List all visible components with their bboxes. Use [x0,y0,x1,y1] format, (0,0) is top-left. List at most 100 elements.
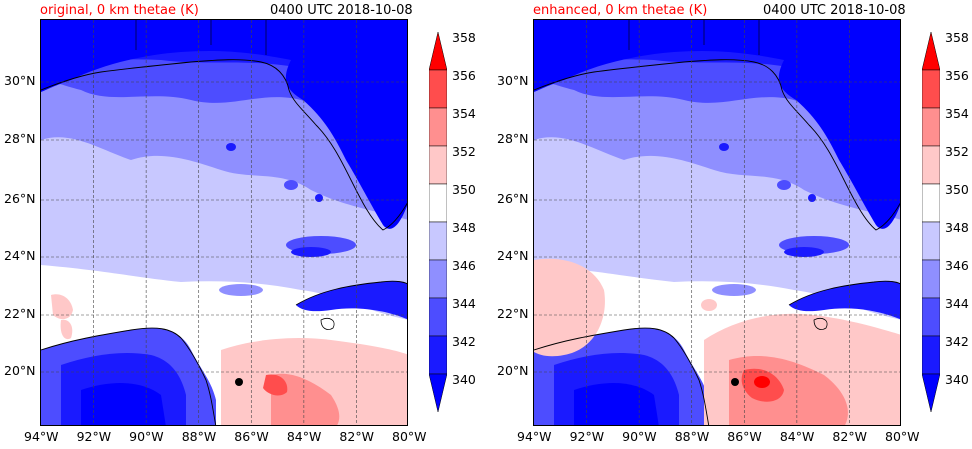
lat-tick-label: 24°N [497,248,529,263]
convective-cell [784,247,824,257]
gulf-coast-land [534,20,784,92]
thetae-354-356 [263,374,288,396]
map-enhanced [533,19,901,426]
lat-tick-label: 22°N [497,306,529,321]
colorbar-label: 352 [945,144,969,159]
colorbar-cell [428,145,448,185]
panel-timestamp: 0400 UTC 2018-10-08 [270,3,413,18]
lat-tick-label: 24°N [4,248,36,263]
colorbar-cell [428,69,448,109]
gulf-coast-land [41,20,291,92]
florida-peninsula [778,20,900,229]
convective-cell [226,143,236,151]
colorbar-label: 358 [452,30,476,45]
storm-center-marker [731,378,739,386]
convective-cell [315,194,323,202]
colorbar-label: 356 [452,68,476,83]
coastline [295,280,407,306]
lon-tick-label: 86°W [234,429,269,444]
lat-tick-label: 28°N [497,131,529,146]
thetae-350-352 [60,319,73,340]
lon-tick-label: 94°W [517,429,552,444]
map-original [40,19,408,426]
lat-tick-label: 28°N [4,131,36,146]
lon-tick-label: 80°W [392,429,427,444]
colorbar-label: 340 [945,372,969,387]
coastline [788,280,900,306]
lon-tick-label: 86°W [727,429,762,444]
lat-tick-label: 20°N [4,363,36,378]
colorbar-cell [921,107,941,147]
colorbar-label: 344 [452,296,476,311]
convective-cell [219,284,263,296]
colorbar-cell [921,259,941,299]
lat-tick-label: 26°N [497,191,529,206]
colorbar-cell [428,183,448,223]
state-border [628,20,760,55]
colorbar-label: 354 [452,106,476,121]
coastline [41,327,217,425]
colorbar-cell [428,107,448,147]
island-outline [320,318,335,330]
colorbar-label: 350 [945,182,969,197]
yucatan-core [574,383,659,425]
lon-tick-label: 88°W [674,429,710,444]
yucatan-core [81,383,166,425]
colorbar-cell [921,335,941,375]
thetae-350-352 [534,258,605,357]
coastline [534,327,710,425]
convective-cell [777,180,791,190]
cuba-land [296,281,407,320]
storm-center-marker [235,378,243,386]
panel-title: original, 0 km thetae (K) [40,3,199,18]
coastline [534,59,900,231]
colorbar-cell [428,259,448,299]
lon-tick-label: 92°W [76,429,112,444]
colorbar-label: 348 [452,220,476,235]
colorbar-cell [428,373,448,413]
panel-title: enhanced, 0 km thetae (K) [533,3,708,18]
colorbar [428,31,448,413]
colorbar-label: 358 [945,30,969,45]
colorbar-cell [921,221,941,261]
colorbar-cell [921,31,941,71]
colorbar-label: 356 [945,68,969,83]
lon-tick-label: 90°W [622,429,657,444]
colorbar [921,31,941,413]
colorbar-label: 350 [452,182,476,197]
lon-tick-label: 88°W [181,429,217,444]
colorbar-label: 342 [945,334,969,349]
colorbar-label: 344 [945,296,969,311]
lat-tick-label: 30°N [497,73,529,88]
thetae-352-354 [271,373,340,425]
panel-enhanced: enhanced, 0 km thetae (K) 0400 UTC 2018-… [493,0,972,449]
colorbar-cell [428,335,448,375]
colorbar-cell [921,297,941,337]
florida-peninsula [285,20,407,229]
lon-tick-label: 90°W [129,429,164,444]
lon-tick-label: 82°W [339,429,374,444]
colorbar-cell [428,297,448,337]
colorbar-cell [921,373,941,413]
lon-tick-label: 84°W [286,429,322,444]
colorbar-label: 342 [452,334,476,349]
colorbar-cell [428,31,448,71]
lon-tick-label: 84°W [779,429,815,444]
convective-cell [291,247,331,257]
island-outline [813,318,828,330]
lon-tick-label: 80°W [885,429,920,444]
colorbar-cell [921,183,941,223]
thetae-356-358 [754,376,770,388]
convective-cell [808,194,816,202]
state-border [135,20,267,55]
thetae-350-352 [51,294,73,320]
colorbar-label: 340 [452,372,476,387]
convective-cell [712,284,756,296]
convective-cell [284,180,298,190]
panel-timestamp: 0400 UTC 2018-10-08 [763,3,906,18]
colorbar-cell [428,221,448,261]
panel-original: original, 0 km thetae (K) 0400 UTC 2018-… [40,3,448,426]
colorbar-label: 346 [945,258,969,273]
coastline [41,59,407,231]
lat-tick-label: 22°N [4,306,36,321]
